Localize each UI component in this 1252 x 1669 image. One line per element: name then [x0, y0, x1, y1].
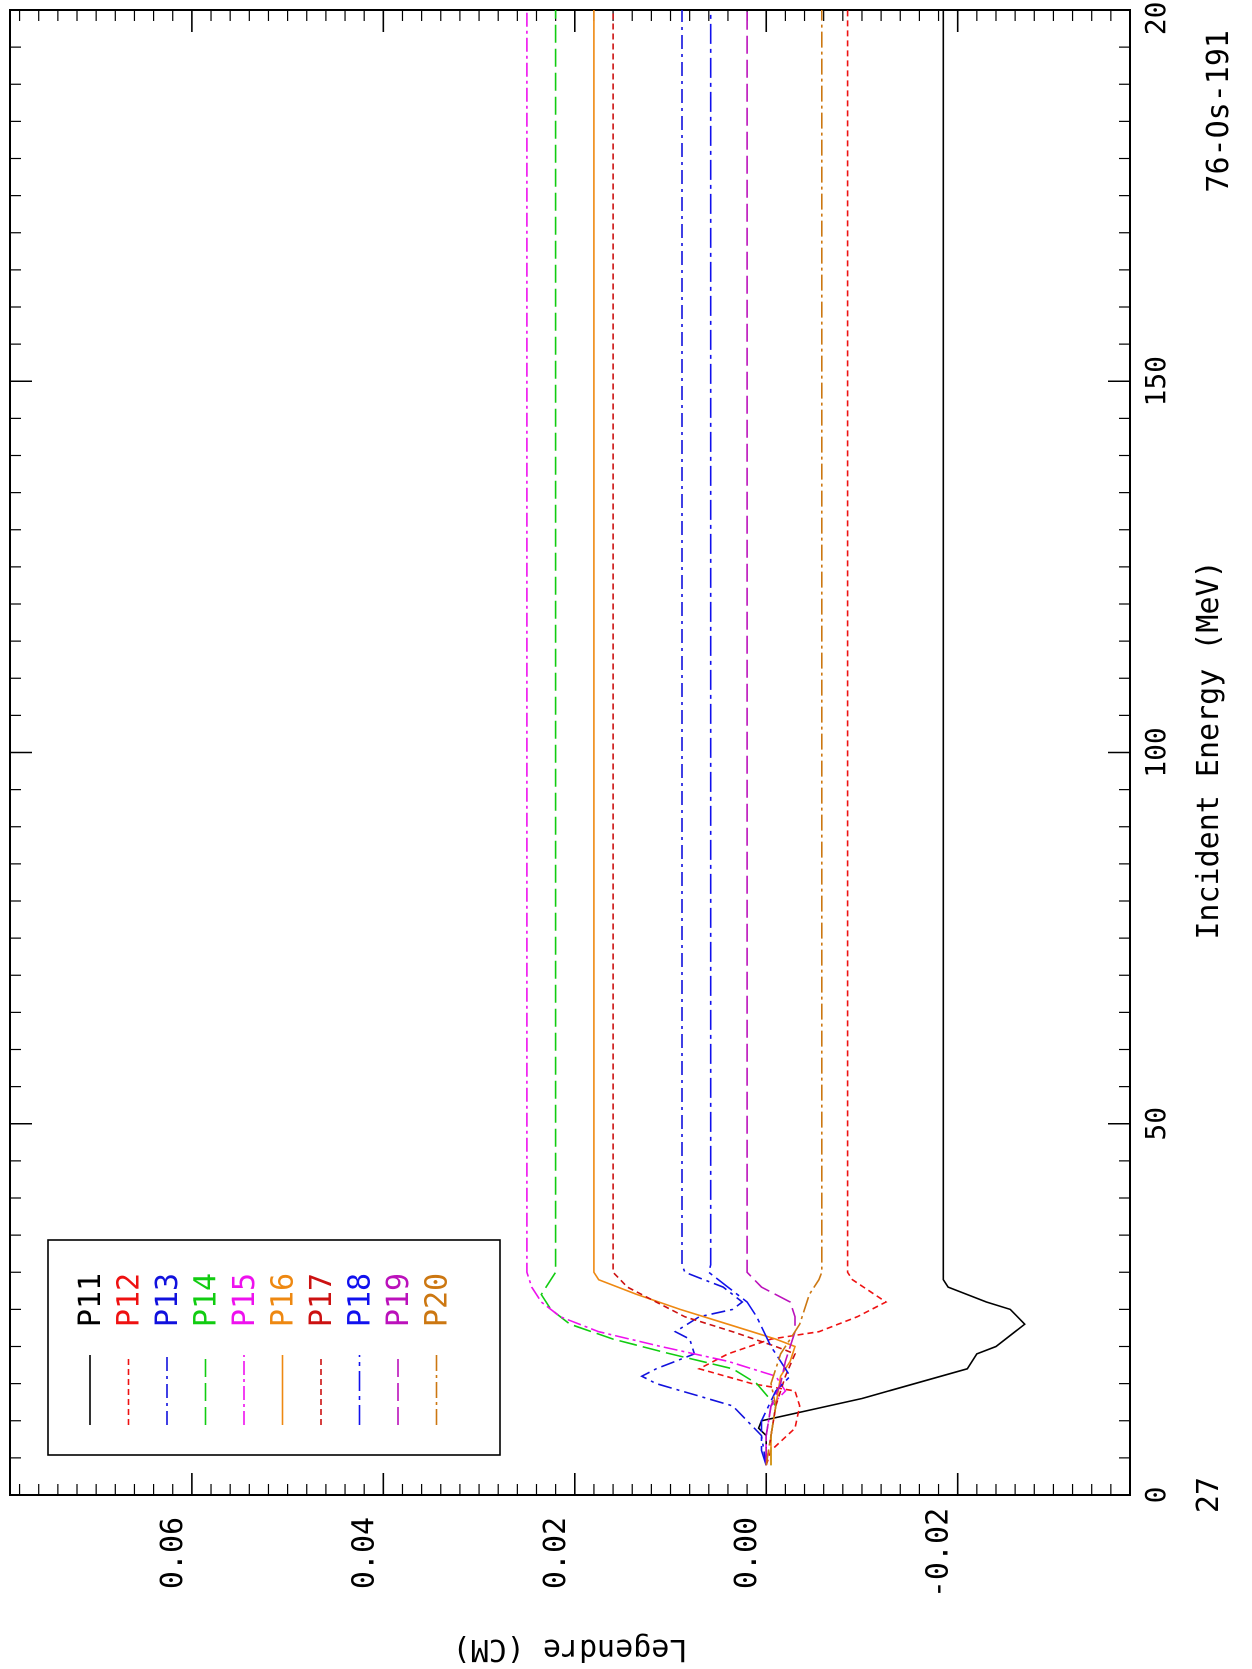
y-tick-label: -0.02	[921, 1508, 956, 1598]
y-tick-label: 0.02	[538, 1517, 573, 1589]
series-line-p19	[746, 10, 796, 1466]
series-line-p14	[540, 10, 777, 1466]
x-tick-label: 0	[1139, 1487, 1172, 1504]
x-axis-label: Incident Energy (MeV)	[1191, 560, 1226, 939]
legend-label-p12: P12	[112, 1273, 147, 1327]
legend-label-p11: P11	[73, 1273, 108, 1327]
legend-label-p14: P14	[189, 1273, 224, 1327]
legend-box	[47, 1239, 501, 1456]
legend: P11 P12 P13 P14 P15 P16 P17 P18 P19 P20	[47, 1239, 501, 1456]
series-lines	[526, 10, 1026, 1466]
corner-label-left: 27	[1191, 1477, 1226, 1513]
y-axis-label: Legendre (CM)	[453, 1632, 688, 1667]
legend-label-p17: P17	[304, 1273, 339, 1327]
series-line-p12	[697, 10, 888, 1466]
y-tick-label: 0.04	[346, 1517, 381, 1589]
series-line-p18	[707, 10, 792, 1466]
x-tick-label: 150	[1139, 356, 1172, 407]
legend-label-p18: P18	[343, 1273, 378, 1327]
y-tick-label: 0.00	[729, 1517, 764, 1589]
corner-label-right: 76-Os-191	[1201, 30, 1236, 193]
legend-label-p20: P20	[420, 1273, 455, 1327]
x-tick-label: 200	[1139, 0, 1172, 35]
series-line-p11	[757, 10, 1026, 1466]
x-tick-label: 50	[1139, 1107, 1172, 1141]
y-tick-label: 0.06	[155, 1517, 190, 1589]
series-line-p17	[612, 10, 797, 1466]
series-line-p16	[593, 10, 796, 1466]
axis-ticks: 0 50 100 150 200 -0.02 0.00 0.02 0.04 0.06	[10, 0, 1172, 1598]
legend-label-p15: P15	[227, 1273, 262, 1327]
x-tick-label: 100	[1139, 727, 1172, 778]
series-line-p13	[640, 10, 767, 1466]
series-line-p20	[765, 10, 823, 1466]
legend-label-p13: P13	[150, 1273, 185, 1327]
legend-label-p19: P19	[381, 1273, 416, 1327]
legend-label-p16: P16	[266, 1273, 301, 1327]
